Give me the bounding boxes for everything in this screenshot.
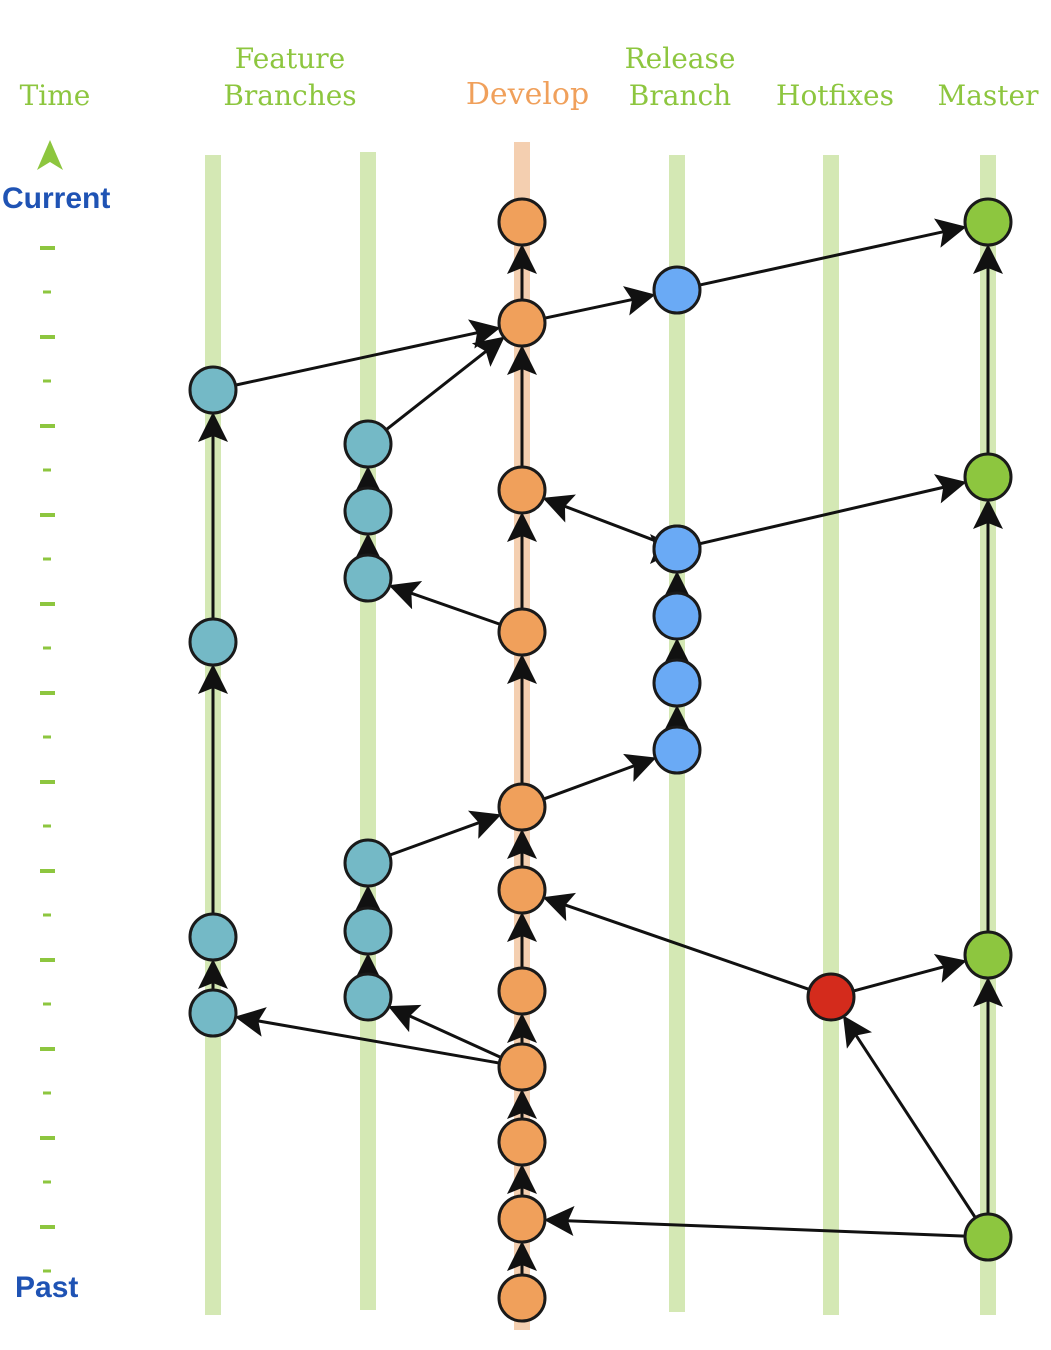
header-master: Master [937, 79, 1039, 112]
commit-nodes [188, 197, 1013, 1323]
commit-arrow-r5-m2 [699, 474, 967, 546]
commit-node-hotfix [806, 972, 856, 1022]
time-tick [43, 646, 51, 650]
commit-arrow-m0-d1 [543, 1206, 966, 1238]
commit-node-master [963, 197, 1013, 247]
up-arrow-icon [37, 140, 63, 170]
commit-node-develop [497, 1194, 547, 1244]
commit-node-feature [343, 906, 393, 956]
time-tick [43, 1180, 51, 1184]
time-past-label: Past [15, 1271, 79, 1304]
commit-arrow-f2c-d6 [389, 810, 502, 857]
commit-node-develop [497, 966, 547, 1016]
commit-node-release [652, 725, 702, 775]
commit-node-master [963, 1212, 1013, 1262]
lane-lines [205, 142, 996, 1330]
commit-arrow-f1d-d9 [235, 319, 501, 387]
commit-node-release [652, 265, 702, 315]
time-current-label: Current [2, 182, 111, 215]
header-develop: Develop [465, 77, 590, 112]
commit-arrow-d9-r6 [544, 286, 656, 320]
commit-node-master [963, 452, 1013, 502]
time-tick [40, 424, 55, 428]
commit-arrow-h1-m1 [852, 953, 967, 993]
time-tick [43, 468, 51, 472]
commit-node-develop [497, 465, 547, 515]
time-tick [40, 1225, 55, 1229]
commit-arrow-d3-f1a [234, 1007, 500, 1065]
commit-node-develop [497, 1273, 547, 1323]
time-tick [40, 691, 55, 695]
commit-arrow-d3-f2a [388, 1004, 502, 1059]
commit-node-feature [188, 912, 238, 962]
commit-node-develop [497, 865, 547, 915]
commit-arrow-r5-d8 [542, 494, 657, 543]
commit-arrow-f2f-d9 [385, 336, 505, 431]
header-feature-branches: Feature Branches [223, 42, 357, 112]
time-tick [43, 290, 51, 294]
time-tick [40, 1136, 55, 1140]
time-tick [40, 780, 55, 784]
time-tick [43, 735, 51, 739]
commit-arrow-d6-r1 [543, 753, 657, 801]
commit-node-release [652, 591, 702, 641]
time-tick [43, 1002, 51, 1006]
commit-node-release [652, 658, 702, 708]
commit-node-feature [188, 617, 238, 667]
commit-node-master [963, 930, 1013, 980]
commit-node-feature [188, 988, 238, 1038]
time-tick [43, 379, 51, 383]
time-tick [43, 913, 51, 917]
time-tick [43, 1269, 51, 1273]
lane-hotfix [823, 155, 839, 1315]
commit-node-release [652, 524, 702, 574]
time-tick [40, 513, 55, 517]
time-tick [43, 1091, 51, 1095]
time-tick [43, 824, 51, 828]
commit-node-feature [343, 838, 393, 888]
commit-node-feature [188, 365, 238, 415]
time-tick [40, 602, 55, 606]
commit-node-develop [497, 1042, 547, 1092]
header-release-branch: Release Branch [624, 42, 736, 112]
time-tick [40, 869, 55, 873]
commit-arrows [198, 218, 1003, 1275]
time-tick [40, 1047, 55, 1051]
time-ticks [40, 246, 55, 1273]
commit-node-feature [343, 972, 393, 1022]
header-time: Time [19, 79, 91, 112]
commit-arrow-h1-d5 [542, 892, 810, 991]
commit-node-develop [497, 298, 547, 348]
commit-node-develop [497, 197, 547, 247]
time-tick [43, 557, 51, 561]
commit-node-feature [343, 419, 393, 469]
commit-node-develop [497, 607, 547, 657]
commit-arrow-m0-h1 [843, 1015, 977, 1219]
time-tick [40, 335, 55, 339]
commit-node-develop [497, 1117, 547, 1167]
commit-node-develop [497, 782, 547, 832]
time-tick [40, 958, 55, 962]
header-hotfixes: Hotfixes [776, 79, 894, 112]
commit-node-feature [343, 553, 393, 603]
time-tick [40, 246, 55, 250]
time-arrow [37, 140, 63, 170]
commit-arrow-r6-m3 [699, 218, 967, 287]
commit-node-feature [343, 486, 393, 536]
commit-arrow-d7-f2d [388, 581, 501, 626]
lane-feature-2 [360, 152, 376, 1310]
